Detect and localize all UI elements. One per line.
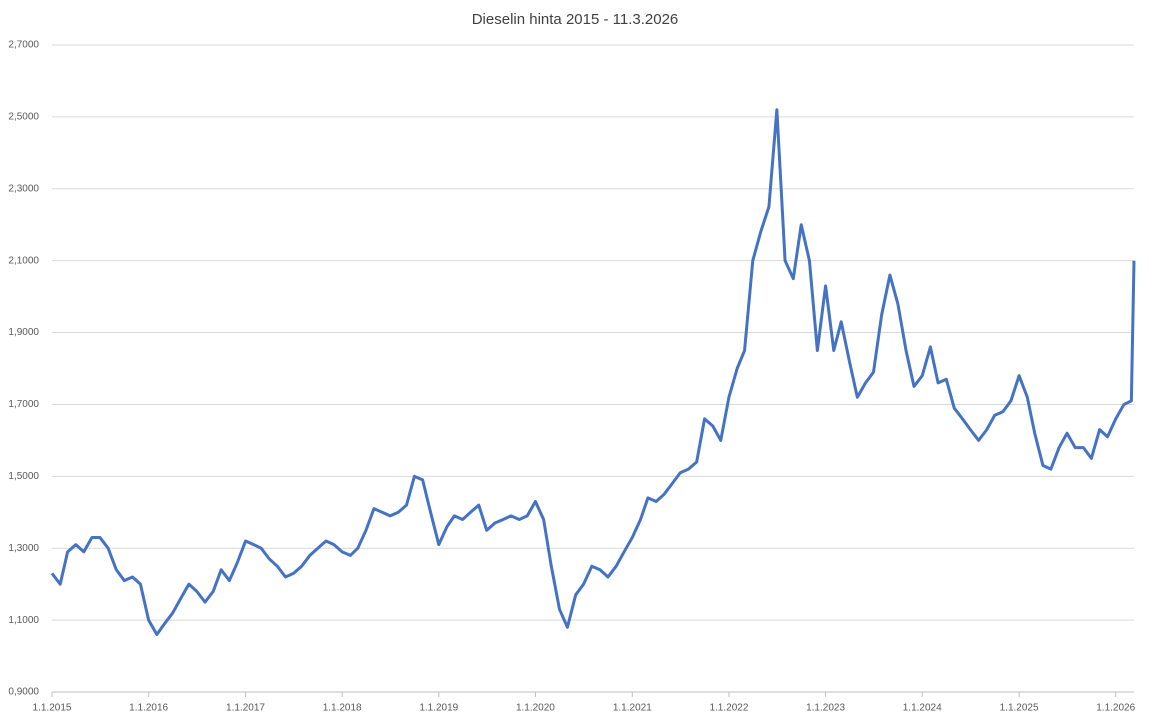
y-tick-label: 2,1000 <box>8 255 39 266</box>
x-tick-label: 1.1.2024 <box>903 703 942 714</box>
y-tick-label: 2,3000 <box>8 183 39 194</box>
x-tick-label: 1.1.2021 <box>613 703 652 714</box>
y-tick-label: 0,9000 <box>8 687 39 698</box>
y-tick-label: 1,5000 <box>8 471 39 482</box>
chart-title: Dieselin hinta 2015 - 11.3.2026 <box>472 11 679 28</box>
x-tick-label: 1.1.2016 <box>129 703 168 714</box>
y-tick-label: 1,1000 <box>8 615 39 626</box>
x-tick-label: 1.1.2019 <box>419 703 458 714</box>
y-tick-label: 1,7000 <box>8 399 39 410</box>
x-tick-label: 1.1.2017 <box>226 703 265 714</box>
y-tick-label: 1,9000 <box>8 327 39 338</box>
y-tick-label: 1,3000 <box>8 543 39 554</box>
price-line <box>50 108 1136 636</box>
x-tick-label: 1.1.2023 <box>806 703 845 714</box>
x-tick-label: 1.1.2020 <box>516 703 555 714</box>
x-tick-label: 1.1.2026 <box>1096 703 1135 714</box>
x-tick-label: 1.1.2018 <box>323 703 362 714</box>
x-tick-label: 1.1.2015 <box>33 703 72 714</box>
y-tick-label: 2,7000 <box>8 40 39 51</box>
x-tick-label: 1.1.2025 <box>1000 703 1039 714</box>
y-tick-label: 2,5000 <box>8 112 39 123</box>
x-tick-label: 1.1.2022 <box>709 703 748 714</box>
